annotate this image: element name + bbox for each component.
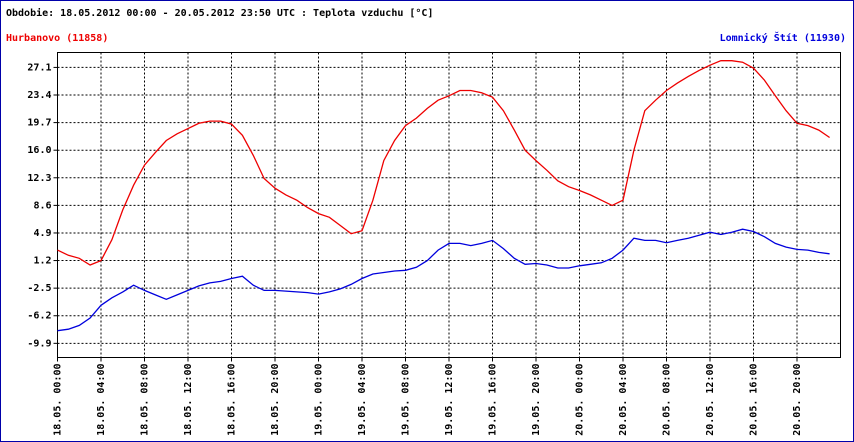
y-tick-label: 27.1 [27,62,51,73]
y-tick-label: 12.3 [27,173,51,184]
x-tick-label: 19.05. 12:00 [444,364,455,436]
x-tick-label: 20.05. 16:00 [749,364,760,436]
x-tick-label: 20.05. 08:00 [662,364,673,436]
x-tick-label: 18.05. 00:00 [53,364,64,436]
x-tick-label: 18.05. 04:00 [96,364,107,436]
y-tick-label: 19.7 [27,118,51,129]
y-tick-label: -9.9 [27,338,51,349]
x-tick-label: 20.05. 20:00 [792,364,803,436]
y-tick-label: 1.2 [33,256,51,267]
x-tick-label: 18.05. 08:00 [140,364,151,436]
x-tick-label: 19.05. 08:00 [401,364,412,436]
y-tick-label: 23.4 [27,90,51,101]
legend-label: Lomnický Štít (11930) [720,31,846,44]
series-line [57,60,830,266]
x-tick-label: 18.05. 20:00 [270,364,281,436]
y-tick-label: 16.0 [27,145,51,156]
y-tick-label: -6.2 [27,311,51,322]
x-tick-label: 19.05. 00:00 [314,364,325,436]
series-line [57,228,830,332]
x-tick-label: 19.05. 04:00 [357,364,368,436]
x-tick-label: 19.05. 20:00 [531,364,542,436]
x-tick-label: 20.05. 04:00 [618,364,629,436]
y-tick-label: -2.5 [27,283,51,294]
x-tick-label: 18.05. 16:00 [227,364,238,436]
chart-title: Obdobie: 18.05.2012 00:00 - 20.05.2012 2… [6,7,433,19]
y-tick-label: 4.9 [33,228,51,239]
legend-label: Hurbanovo (11858) [6,33,108,44]
x-tick-label: 20.05. 00:00 [575,364,586,436]
y-tick-label: 8.6 [33,200,51,211]
x-tick-label: 19.05. 16:00 [488,364,499,436]
x-tick-label: 20.05. 12:00 [705,364,716,436]
x-tick-label: 18.05. 12:00 [183,364,194,436]
